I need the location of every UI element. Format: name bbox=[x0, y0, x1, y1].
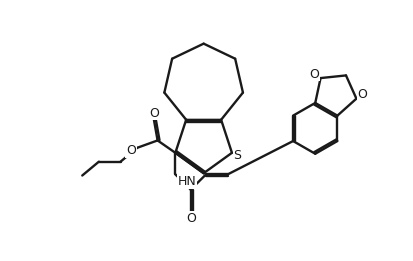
Text: S: S bbox=[233, 149, 241, 162]
Text: O: O bbox=[126, 144, 135, 157]
Text: O: O bbox=[185, 212, 195, 225]
Text: O: O bbox=[309, 68, 318, 81]
Text: HN: HN bbox=[177, 175, 196, 188]
Text: O: O bbox=[357, 88, 367, 101]
Text: O: O bbox=[149, 106, 159, 120]
